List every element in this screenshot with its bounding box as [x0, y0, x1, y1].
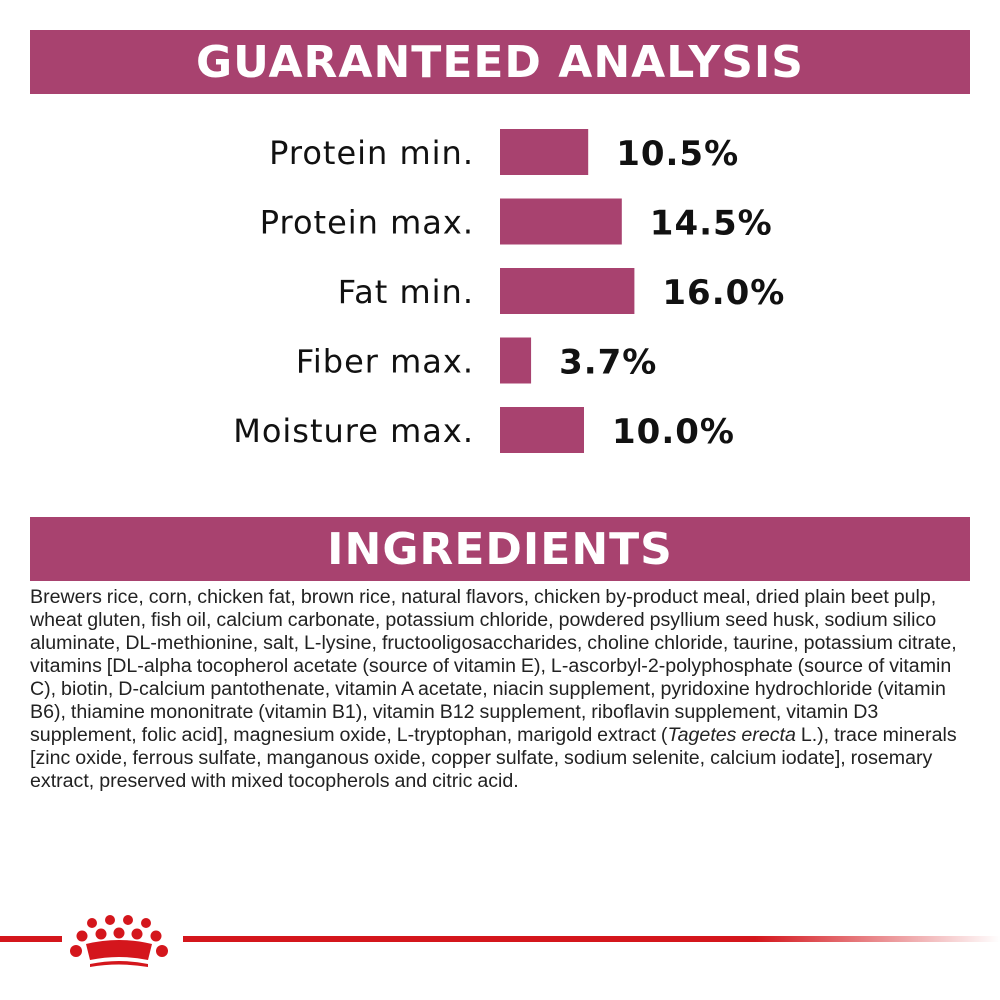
- bar: [500, 129, 589, 175]
- brand-line-right: [183, 936, 1000, 942]
- ingredients-italic-name: Tagetes erecta: [667, 724, 796, 746]
- ingredients-text-part1: Brewers rice, corn, chicken fat, brown r…: [30, 586, 957, 746]
- ingredients-list: Brewers rice, corn, chicken fat, brown r…: [30, 586, 970, 793]
- ingredients-banner: INGREDIENTS: [30, 517, 970, 581]
- bar: [500, 268, 635, 314]
- category-label: Fiber max.: [296, 343, 474, 381]
- category-label: Moisture max.: [233, 412, 474, 450]
- bar: [500, 337, 532, 384]
- value-label: 14.5%: [650, 204, 773, 244]
- brand-line-left: [0, 936, 62, 942]
- value-label: 16.0%: [662, 273, 785, 313]
- bar: [500, 407, 584, 453]
- value-label: 3.7%: [559, 343, 657, 383]
- guaranteed-analysis-banner: GUARANTEED ANALYSIS: [30, 30, 970, 94]
- value-label: 10.0%: [612, 412, 735, 452]
- category-label: Protein min.: [269, 134, 474, 172]
- crown-icon: [70, 915, 168, 967]
- bar: [500, 198, 622, 245]
- ingredients-text-part2: L.), trace minerals [zinc oxide, ferrous…: [30, 724, 957, 792]
- value-label: 10.5%: [616, 134, 739, 174]
- ingredients-title: INGREDIENTS: [327, 523, 673, 575]
- category-label: Protein max.: [260, 204, 474, 242]
- guaranteed-analysis-title: GUARANTEED ANALYSIS: [196, 36, 804, 88]
- category-label: Fat min.: [338, 273, 474, 311]
- guaranteed-analysis-chart: Protein min. 10.5% Protein max. 14.5% Fat mi…: [233, 129, 785, 453]
